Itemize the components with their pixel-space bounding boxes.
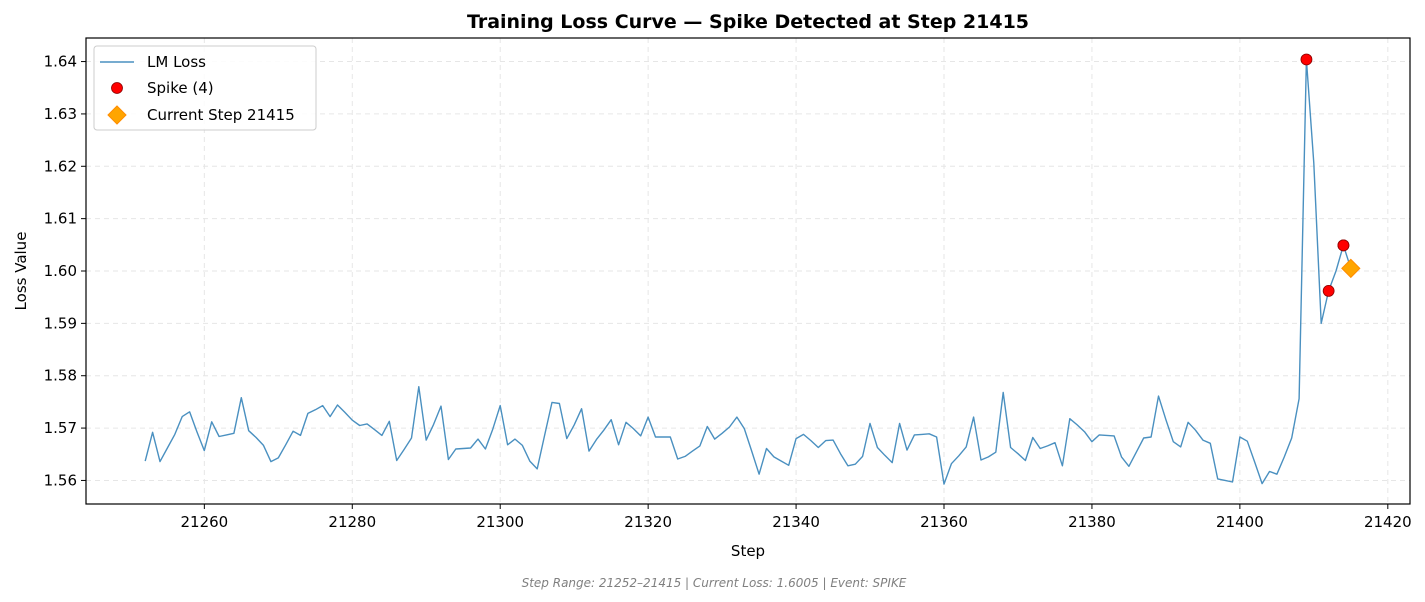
current-step-point — [1341, 258, 1361, 279]
y-tick-label: 1.63 — [44, 105, 77, 123]
x-tick-label: 21300 — [476, 513, 524, 531]
x-tick-label: 21320 — [624, 513, 672, 531]
x-tick-label: 21340 — [772, 513, 820, 531]
y-tick-label: 1.59 — [44, 314, 77, 332]
legend-label-lm-loss: LM Loss — [147, 53, 206, 71]
x-tick-label: 21400 — [1216, 513, 1264, 531]
y-tick-label: 1.62 — [44, 157, 77, 175]
footer-note: Step Range: 21252–21415 | Current Loss: … — [522, 576, 907, 590]
y-tick-label: 1.56 — [44, 471, 77, 489]
x-axis-label: Step — [731, 542, 765, 560]
y-tick-label: 1.61 — [44, 210, 77, 228]
y-tick-label: 1.60 — [44, 262, 77, 280]
x-tick-label: 21380 — [1068, 513, 1116, 531]
legend-label-current: Current Step 21415 — [147, 106, 295, 124]
y-tick-label: 1.64 — [44, 53, 77, 71]
x-tick-label: 21260 — [180, 513, 228, 531]
lm-loss-line — [144, 58, 1352, 485]
legend: LM Loss Spike (4) Current Step 21415 — [93, 45, 317, 131]
y-tick-label: 1.57 — [44, 419, 77, 437]
legend-spike-swatch — [111, 82, 123, 94]
spike-point — [1337, 239, 1350, 252]
x-tick-label: 21420 — [1364, 513, 1412, 531]
spike-point — [1300, 53, 1313, 66]
series-layer — [144, 58, 1352, 485]
y-axis-label: Loss Value — [12, 232, 30, 311]
x-axis: 21260 21280 21300 21320 21340 21360 21380 21400… — [180, 504, 1412, 531]
spike-point — [1322, 284, 1335, 297]
y-tick-label: 1.58 — [44, 367, 77, 385]
legend-box — [93, 45, 317, 131]
y-axis: 1.56 1.57 1.58 1.59 1.60 1.61 1.62 1.63 1.64 — [44, 53, 86, 489]
x-tick-label: 21360 — [920, 513, 968, 531]
markers-layer — [1300, 53, 1361, 297]
legend-label-spike: Spike (4) — [147, 79, 214, 97]
legend-current-swatch — [107, 105, 127, 125]
x-tick-label: 21280 — [328, 513, 376, 531]
chart-title: Training Loss Curve — Spike Detected at … — [467, 11, 1029, 33]
